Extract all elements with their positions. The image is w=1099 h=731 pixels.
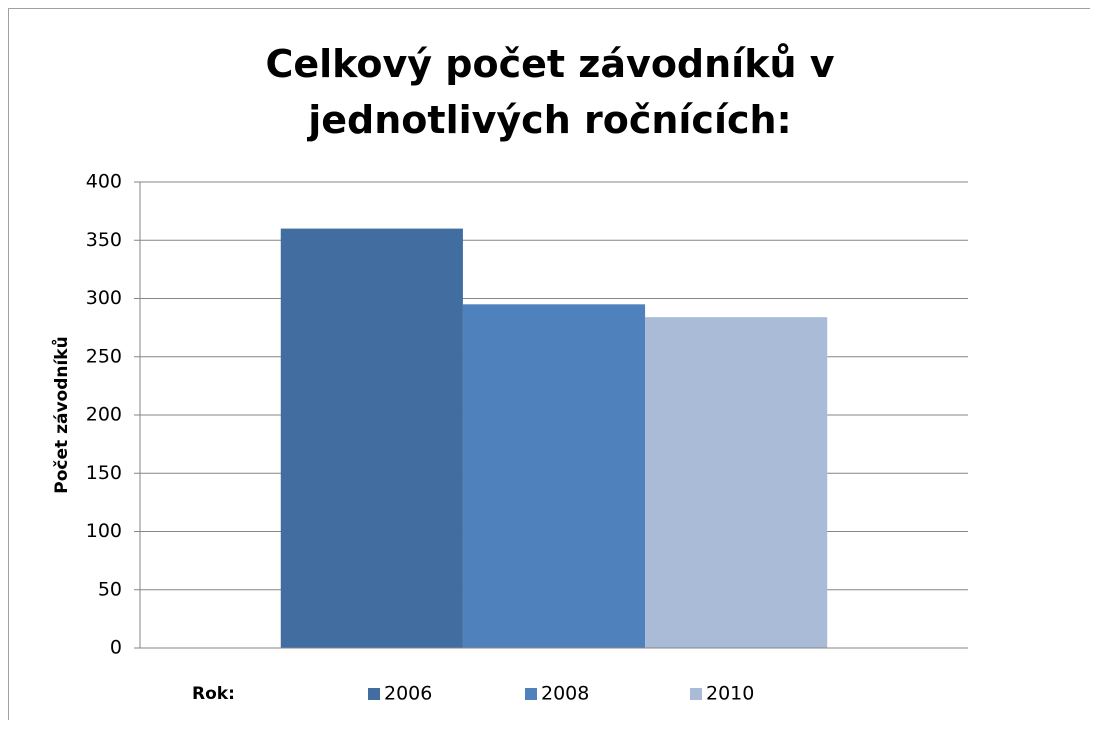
- y-tick-label: 50: [98, 578, 122, 600]
- legend-label: 2008: [541, 683, 589, 705]
- y-tick-label: 0: [110, 637, 122, 659]
- bar: [280, 228, 463, 648]
- y-axis-label: Počet závodníků: [50, 336, 72, 493]
- y-tick-label: 150: [86, 462, 122, 484]
- y-tick-label: 200: [86, 404, 122, 426]
- chart-title: Celkový počet závodníků v jednotlivých r…: [265, 42, 835, 142]
- y-tick-label: 100: [86, 520, 122, 542]
- legend-swatch: [690, 688, 702, 700]
- legend-label: 2006: [384, 683, 432, 705]
- bar: [462, 304, 646, 648]
- legend-label: 2010: [706, 683, 754, 705]
- y-tick-label: 250: [86, 345, 122, 367]
- y-tick-label: 300: [86, 287, 122, 309]
- legend-title: Rok:: [192, 684, 235, 704]
- legend-swatch: [368, 688, 380, 700]
- y-tick-label: 400: [86, 171, 122, 193]
- legend-swatch: [525, 688, 537, 700]
- bar: [645, 317, 828, 648]
- y-tick-label: 350: [86, 229, 122, 251]
